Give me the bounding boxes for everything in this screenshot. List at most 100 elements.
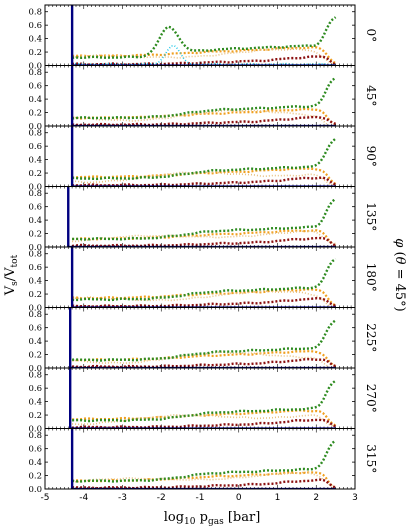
y-tick-label: 0.8 [28,250,42,260]
panel-plot-7 [70,428,337,489]
y-tick-label: 0.4 [28,156,42,166]
panel-plot-2 [70,126,337,187]
y-tick-label: 0.4 [28,458,42,468]
panel-3: 0.0 0.2 0.4 0.6 0.8 135° [28,186,378,253]
panel-angle-label: 180° [364,263,378,292]
y-tick-label: 0.0 [28,183,42,193]
y-tick-label: 0.2 [28,351,42,361]
panel-plot-4 [70,247,337,308]
y-tick-label: 0.2 [28,48,42,58]
y-tick-label: 0.6 [28,445,42,455]
x-tick-labels: -5 -4 -3 -2 -1 0 1 2 3 [41,493,358,503]
y-axis-title: Vs/Vtot [3,254,20,296]
x-tick-label: 2 [313,493,319,503]
y-tick-label: 0.4 [28,95,42,105]
y-tick-label: 0.4 [28,277,42,287]
x-tick-label: -4 [79,493,88,503]
y-tick-label: 0.6 [28,142,42,152]
panel-5: 0.0 0.2 0.4 0.6 0.8 225° [28,307,378,374]
y-tick-label: 0.2 [28,411,42,421]
y-tick-label: 0.4 [28,398,42,408]
panel-plot-1 [70,65,337,126]
series-darkred-2 [72,176,337,187]
y-tick-label: 0.4 [28,337,42,347]
y-tick-label: 0.6 [28,324,42,334]
series-darkred-6 [72,418,337,429]
x-tick-label: -1 [196,493,205,503]
panels: 0.00.20.40.60.80°0.00.20.40.60.845°0.00.… [28,4,378,495]
y-tick-label: 0.8 [28,310,42,320]
y-tick-label: 0.0 [28,304,42,314]
panel-7: 0.0 0.2 0.4 0.6 0.8 315° [28,428,378,495]
x-tick-label: 0 [236,493,242,503]
y-tick-label: 0.0 [28,243,42,253]
panel-angle-label: 90° [364,146,378,167]
y-tick-label: 0.2 [28,472,42,482]
y-tick-label: 0.0 [28,364,42,374]
panel-angle-label: 315° [364,444,378,473]
x-tick-label: -5 [41,493,50,503]
right-axis-title: φ (θ = 45°) [392,238,407,311]
y-tick-label: 0.6 [28,263,42,273]
series-orange-0 [72,45,337,65]
panel-plot-6 [68,368,337,429]
panel-angle-label: 45° [364,85,378,106]
series-green-7 [71,439,337,483]
series-darkred-4 [71,296,336,308]
y-tick-label: 0.0 [28,485,42,495]
series-green-5 [71,319,337,362]
y-tick-label: 0.2 [28,230,42,240]
series-tan-0 [72,48,336,66]
series-tan-1 [72,109,336,126]
series-orange-3 [72,229,337,247]
y-tick-label: 0.6 [28,203,42,213]
series-green-1 [72,76,337,120]
panel-angle-label: 225° [364,323,378,352]
series-green-4 [72,257,337,302]
y-tick-label: 0.6 [28,82,42,92]
series-green-0 [72,16,337,60]
series-darkred-3 [71,236,337,247]
y-tick-label: 0.8 [28,68,42,78]
panel-plot-0 [70,5,337,66]
y-tick-label: 0.8 [28,189,42,199]
y-tick-label: 0.0 [28,122,42,132]
series-green-2 [72,137,337,181]
y-tick-label: 0.6 [28,384,42,394]
y-tick-label: 0.2 [28,109,42,119]
x-axis-title: log10 pgas [bar] [164,510,261,527]
y-tick-label: 0.0 [28,62,42,72]
x-tick-label: 3 [352,493,358,503]
y-tick-label: 0.8 [28,431,42,441]
series-tan-4 [72,290,336,308]
y-tick-label: 0.4 [28,35,42,45]
x-tick-label: -2 [157,493,166,503]
x-tick-label: 1 [275,493,281,503]
y-tick-label: 0.8 [28,371,42,381]
panel-angle-label: 135° [364,202,378,231]
panel-4: 0.0 0.2 0.4 0.6 0.8 180° [28,246,378,314]
panel-2: 0.0 0.2 0.4 0.6 0.8 90° [28,125,378,193]
x-tick-label: -3 [118,493,127,503]
series-darkred-1 [71,115,336,126]
y-tick-label: 0.8 [28,8,42,18]
y-tick-label: 0.8 [28,129,42,139]
y-tick-label: 0.2 [28,290,42,300]
panel-plot-3 [67,186,337,247]
series-green-3 [72,197,337,241]
panel-6: 0.0 0.2 0.4 0.6 0.8 270° [28,367,378,435]
y-tick-label: 0.4 [28,216,42,226]
y-tick-label: 0.0 [28,425,42,435]
series-darkred-7 [72,478,337,489]
panel-0: 0.0 0.2 0.4 0.6 0.8 0° [28,4,378,72]
series-tan-7 [72,471,336,488]
series-darkred-0 [71,55,337,66]
panel-angle-label: 270° [364,384,378,413]
panel-angle-label: 0° [364,28,378,42]
y-tick-label: 0.6 [28,21,42,31]
series-cyan-0 [72,44,336,66]
series-green-6 [72,379,337,423]
series-tan-3 [72,230,336,245]
panel-plot-5 [68,307,337,368]
